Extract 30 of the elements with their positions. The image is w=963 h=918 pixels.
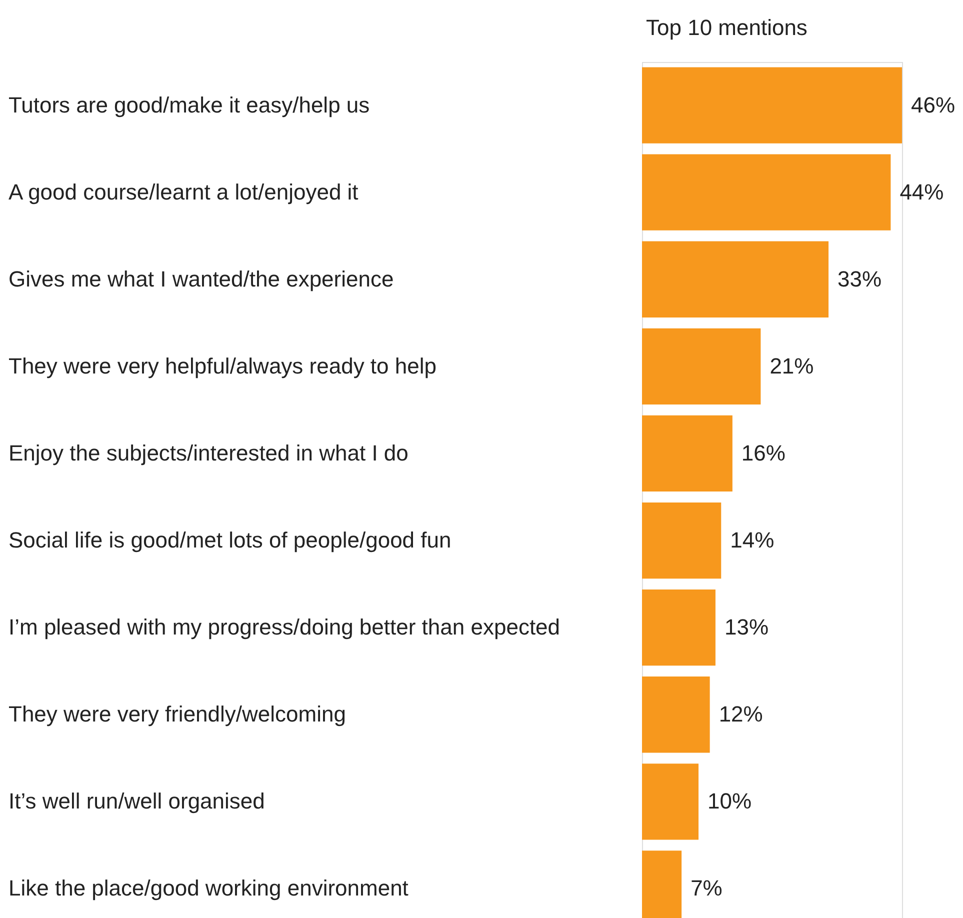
y-tick-label: Enjoy the subjects/interested in what I do [8,440,408,466]
y-tick-label: They were very friendly/welcoming [8,702,346,727]
bar [642,415,732,492]
bar [642,676,710,753]
bar [642,67,902,144]
data-label: 21% [770,353,814,378]
bar [642,241,829,318]
data-label: 33% [838,266,882,292]
bar [642,764,699,840]
bar [642,154,891,230]
data-label: 10% [708,788,752,814]
data-label: 14% [730,528,774,553]
y-tick-label: A good course/learnt a lot/enjoyed it [8,179,358,204]
bar [642,502,722,579]
y-tick-label: It’s well run/well organised [8,788,265,814]
y-tick-label: Social life is good/met lots of people/good fun [8,528,452,553]
y-tick-label: Like the place/good working environment [8,876,408,901]
data-label: 44% [900,179,944,204]
bar [642,589,716,666]
data-label: 12% [718,702,763,727]
y-tick-label: I’m pleased with my progress/doing better than expected [8,614,560,640]
data-label: 7% [690,876,722,901]
chart-title: Top 10 mentions [646,15,808,40]
data-label: 16% [741,440,786,466]
data-label: 46% [911,92,956,118]
data-label: 13% [724,614,769,640]
y-tick-label: Gives me what I wanted/the experience [8,266,394,292]
bar [642,328,761,405]
y-tick-label: They were very helpful/always ready to help [8,353,436,378]
y-tick-label: Tutors are good/make it easy/help us [8,92,370,118]
